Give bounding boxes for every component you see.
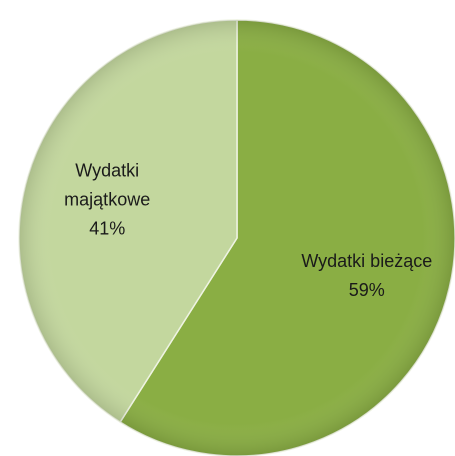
slice-label: Wydatki majątkowe 41% [47, 157, 167, 244]
slice-category: Wydatki majątkowe [64, 160, 151, 210]
slice-value: 59% [348, 279, 385, 300]
slice-category: Wydatki bieżące [301, 250, 433, 271]
slice-value: 41% [89, 218, 126, 239]
slice-label: Wydatki bieżące 59% [267, 247, 455, 305]
